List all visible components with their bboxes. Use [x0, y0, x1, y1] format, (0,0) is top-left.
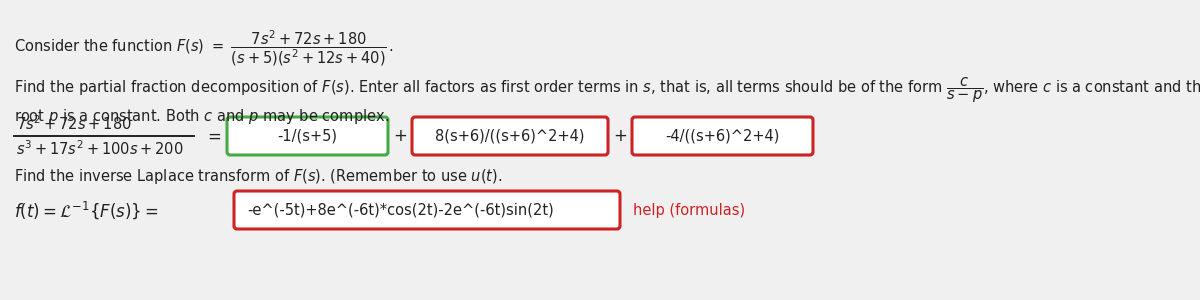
Text: -e^(-5t)+8e^(-6t)*cos(2t)-2e^(-6t)sin(2t): -e^(-5t)+8e^(-6t)*cos(2t)-2e^(-6t)sin(2t… [247, 202, 553, 217]
FancyBboxPatch shape [632, 117, 814, 155]
Text: Find the partial fraction decomposition of $F(s)$. Enter all factors as first or: Find the partial fraction decomposition … [14, 75, 1200, 105]
Text: $7s^2 + 72s + 180$: $7s^2 + 72s + 180$ [16, 114, 132, 133]
Text: $f(t) = \mathcal{L}^{-1}\{F(s)\} = $: $f(t) = \mathcal{L}^{-1}\{F(s)\} = $ [14, 199, 158, 221]
Text: -4/((s+6)^2+4): -4/((s+6)^2+4) [665, 128, 780, 143]
Text: Consider the function $F(s)\ =\ \dfrac{7s^2 + 72s + 180}{(s+5)(s^2+12s+40)}\,.$: Consider the function $F(s)\ =\ \dfrac{7… [14, 28, 394, 68]
Text: Find the inverse Laplace transform of $F(s)$. (Remember to use $u(t)$.: Find the inverse Laplace transform of $F… [14, 167, 503, 186]
Text: $s^3 + 17s^2 + 100s + 200$: $s^3 + 17s^2 + 100s + 200$ [16, 139, 184, 158]
FancyBboxPatch shape [227, 117, 388, 155]
FancyBboxPatch shape [412, 117, 608, 155]
Text: 8(s+6)/((s+6)^2+4): 8(s+6)/((s+6)^2+4) [436, 128, 584, 143]
Text: -1/(s+5): -1/(s+5) [277, 128, 337, 143]
Text: $+$: $+$ [613, 127, 628, 145]
Text: $=$: $=$ [204, 127, 221, 145]
Text: help (formulas): help (formulas) [634, 202, 745, 217]
Text: root $p$ is a constant. Both $c$ and $p$ may be complex.: root $p$ is a constant. Both $c$ and $p$… [14, 107, 389, 126]
FancyBboxPatch shape [234, 191, 620, 229]
Text: $+$: $+$ [394, 127, 407, 145]
